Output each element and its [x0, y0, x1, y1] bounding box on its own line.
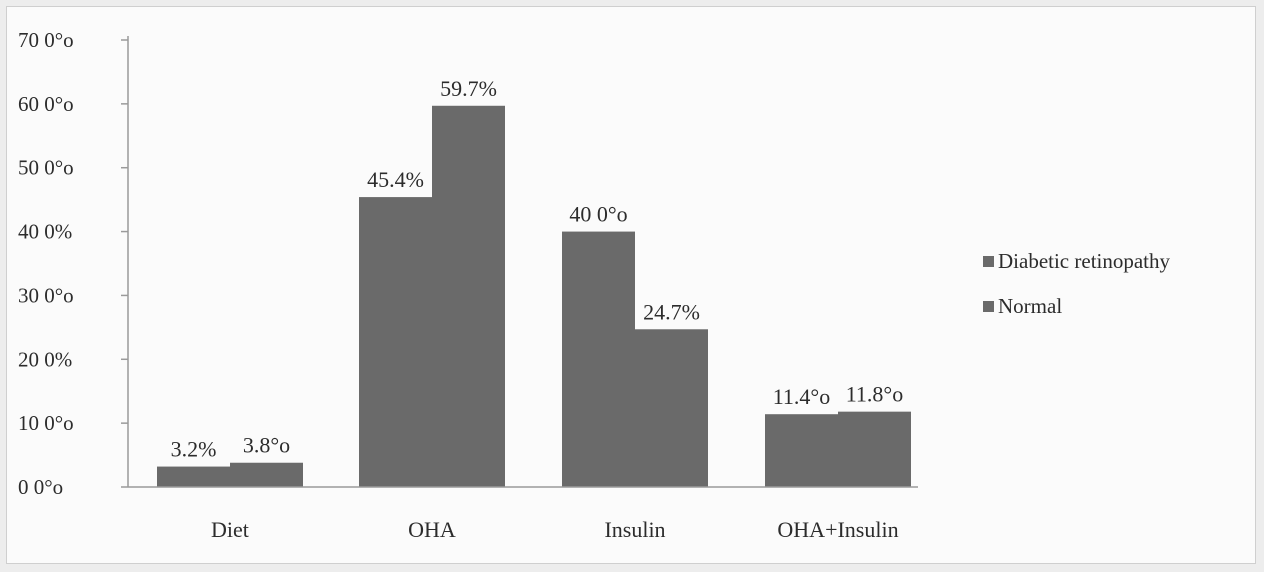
data-label: 59.7%	[440, 76, 497, 101]
bars	[157, 105, 911, 488]
x-category-label: Insulin	[604, 517, 665, 542]
data-label: 11.4°o	[773, 384, 830, 409]
data-label: 24.7%	[643, 299, 700, 324]
data-label: 40 0°o	[569, 202, 627, 227]
y-tick-label: 20 0%	[18, 347, 72, 371]
bar-insulin-normal	[635, 329, 708, 487]
bar-oha-normal	[432, 105, 505, 487]
x-category-label: OHA+Insulin	[777, 517, 898, 542]
x-category-label: OHA	[408, 517, 456, 542]
legend-label: Diabetic retinopathy	[998, 249, 1171, 273]
data-labels: 3.2% 3.8°o 45.4% 59.7% 40 0°o 24.7% 11.4°o 11.8…	[171, 76, 904, 462]
data-label: 45.4%	[367, 167, 424, 192]
bar-oha-diabetic-retinopathy	[359, 197, 432, 488]
legend-swatch	[983, 256, 994, 267]
y-tick-label: 60 0°o	[18, 92, 74, 116]
data-label: 3.8°o	[243, 433, 290, 458]
data-label: 3.2%	[171, 437, 217, 462]
y-tick-label: 10 0°o	[18, 411, 74, 435]
bar-oha-insulin-normal	[838, 411, 911, 487]
bar-insulin-diabetic-retinopathy	[562, 231, 635, 487]
y-tick-label: 50 0°o	[18, 156, 74, 180]
x-axis: Diet OHA Insulin OHA+Insulin	[128, 486, 918, 542]
y-tick-label: 30 0°o	[18, 283, 74, 307]
y-tick-label: 0 0°o	[18, 475, 63, 499]
legend: Diabetic retinopathy Normal	[983, 249, 1171, 318]
bar-diet-diabetic-retinopathy	[157, 466, 230, 487]
data-label: 11.8°o	[846, 382, 903, 407]
x-category-label: Diet	[211, 517, 249, 542]
y-tick-label: 40 0%	[18, 220, 72, 244]
y-axis: 0 0°o 10 0°o 20 0% 30 0°o 40 0% 50 0°o 60 0°o 7…	[18, 28, 129, 499]
bar-oha-insulin-diabetic-retinopathy	[765, 414, 838, 487]
bar-diet-normal	[230, 462, 303, 487]
legend-label: Normal	[998, 294, 1062, 318]
y-tick-label: 70 0°o	[18, 28, 74, 52]
legend-swatch	[983, 301, 994, 312]
